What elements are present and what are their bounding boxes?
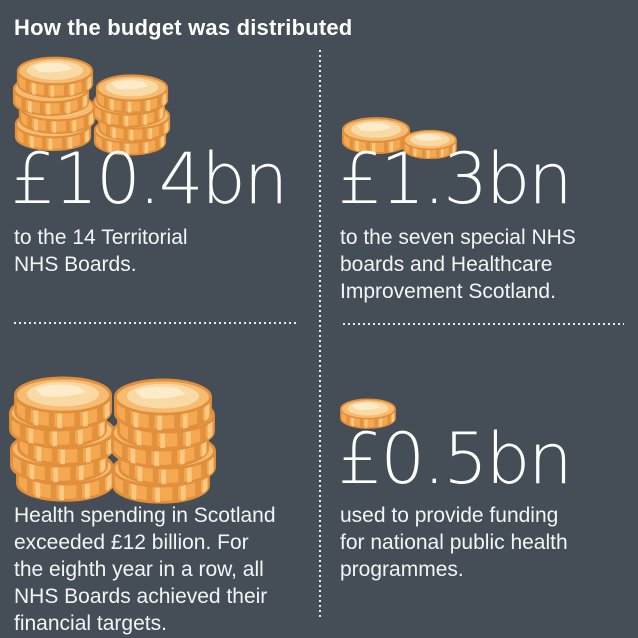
coin-stack-icon	[10, 378, 113, 506]
amount-territorial: £10.4bn	[11, 138, 288, 220]
amount-public-health: £0.5bn	[338, 418, 573, 500]
description-public-health: used to provide funding for national pub…	[340, 504, 568, 581]
description-total-spending: Health spending in Scotland exceeded £12…	[14, 504, 276, 635]
coin-stack-icon	[113, 380, 215, 508]
horizontal-dotted-divider-left	[14, 322, 299, 324]
page-title: How the budget was distributed	[14, 15, 353, 40]
description-territorial: to the 14 Territorial NHS Boards.	[14, 226, 188, 276]
description-special-boards: to the seven special NHS boards and Heal…	[340, 226, 576, 303]
amount-special-boards: £1.3bn	[338, 138, 573, 220]
horizontal-dotted-divider-right	[343, 323, 624, 325]
vertical-dotted-divider	[319, 50, 321, 617]
two-tall-coin-stacks-icon	[5, 370, 220, 510]
